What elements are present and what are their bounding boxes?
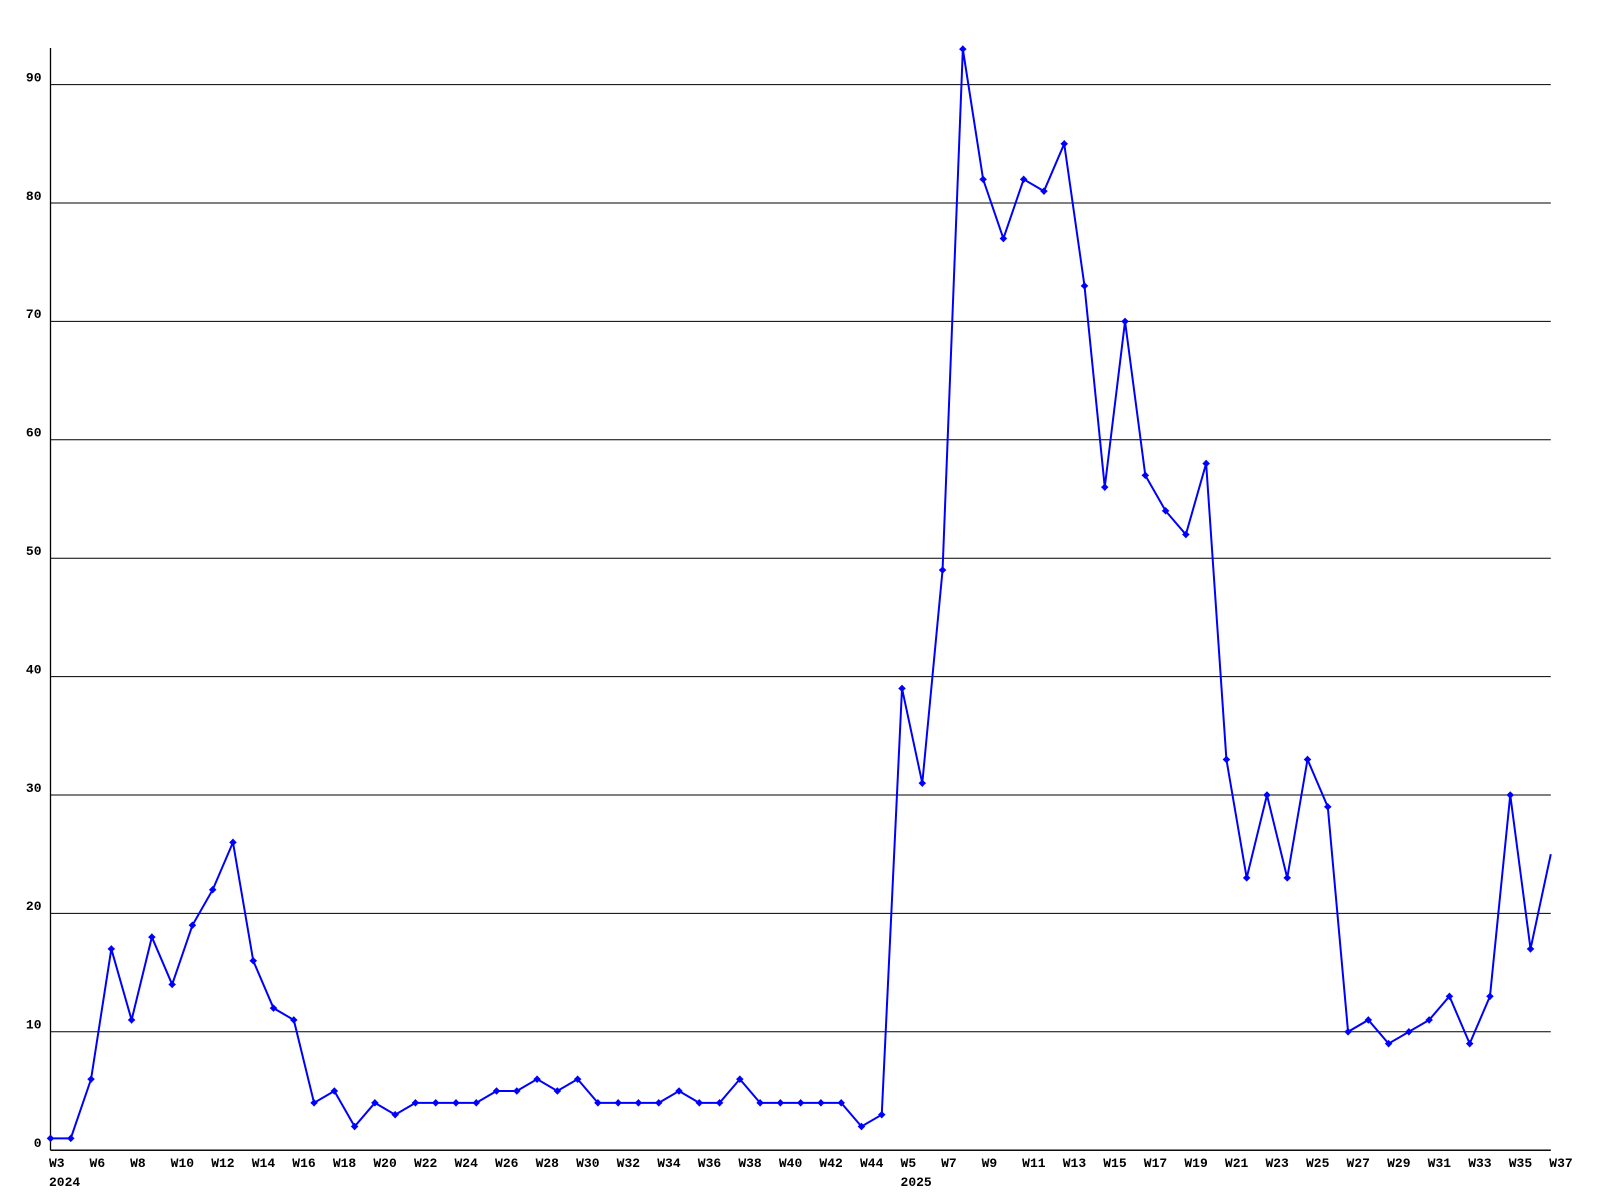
svg-text:W6: W6 [90,1156,106,1171]
svg-text:W18: W18 [333,1156,357,1171]
svg-text:W31: W31 [1428,1156,1452,1171]
svg-text:2025: 2025 [901,1175,932,1190]
svg-text:W44: W44 [860,1156,884,1171]
svg-text:W7: W7 [941,1156,957,1171]
svg-text:W21: W21 [1225,1156,1249,1171]
svg-text:W35: W35 [1509,1156,1533,1171]
svg-text:W12: W12 [211,1156,235,1171]
svg-text:W13: W13 [1063,1156,1087,1171]
svg-text:50: 50 [26,544,42,559]
svg-text:W22: W22 [414,1156,438,1171]
svg-text:10: 10 [26,1018,42,1033]
svg-text:W11: W11 [1022,1156,1046,1171]
svg-text:W28: W28 [536,1156,560,1171]
svg-text:W15: W15 [1103,1156,1127,1171]
svg-text:W10: W10 [171,1156,195,1171]
svg-text:70: 70 [26,307,42,322]
svg-text:80: 80 [26,189,42,204]
svg-text:W38: W38 [738,1156,762,1171]
svg-text:W36: W36 [698,1156,722,1171]
svg-text:W23: W23 [1265,1156,1289,1171]
svg-text:W33: W33 [1468,1156,1492,1171]
svg-text:W26: W26 [495,1156,519,1171]
svg-text:W20: W20 [373,1156,397,1171]
svg-text:W3: W3 [49,1156,65,1171]
svg-text:40: 40 [26,662,42,677]
svg-text:W27: W27 [1347,1156,1370,1171]
svg-text:90: 90 [26,70,42,85]
svg-text:W32: W32 [617,1156,641,1171]
svg-text:20: 20 [26,899,42,914]
svg-text:W5: W5 [901,1156,917,1171]
svg-text:W24: W24 [454,1156,478,1171]
svg-text:W42: W42 [819,1156,843,1171]
svg-text:W14: W14 [252,1156,276,1171]
svg-text:W8: W8 [130,1156,146,1171]
svg-text:W9: W9 [982,1156,998,1171]
svg-text:W34: W34 [657,1156,681,1171]
svg-text:W16: W16 [292,1156,316,1171]
svg-text:0: 0 [34,1136,42,1151]
svg-text:2024: 2024 [49,1175,80,1190]
svg-text:W30: W30 [576,1156,600,1171]
svg-text:W25: W25 [1306,1156,1330,1171]
svg-text:W19: W19 [1184,1156,1208,1171]
svg-text:W17: W17 [1144,1156,1167,1171]
svg-text:W37: W37 [1549,1156,1572,1171]
svg-text:60: 60 [26,426,42,441]
svg-text:W40: W40 [779,1156,803,1171]
svg-text:W29: W29 [1387,1156,1411,1171]
svg-text:30: 30 [26,781,42,796]
